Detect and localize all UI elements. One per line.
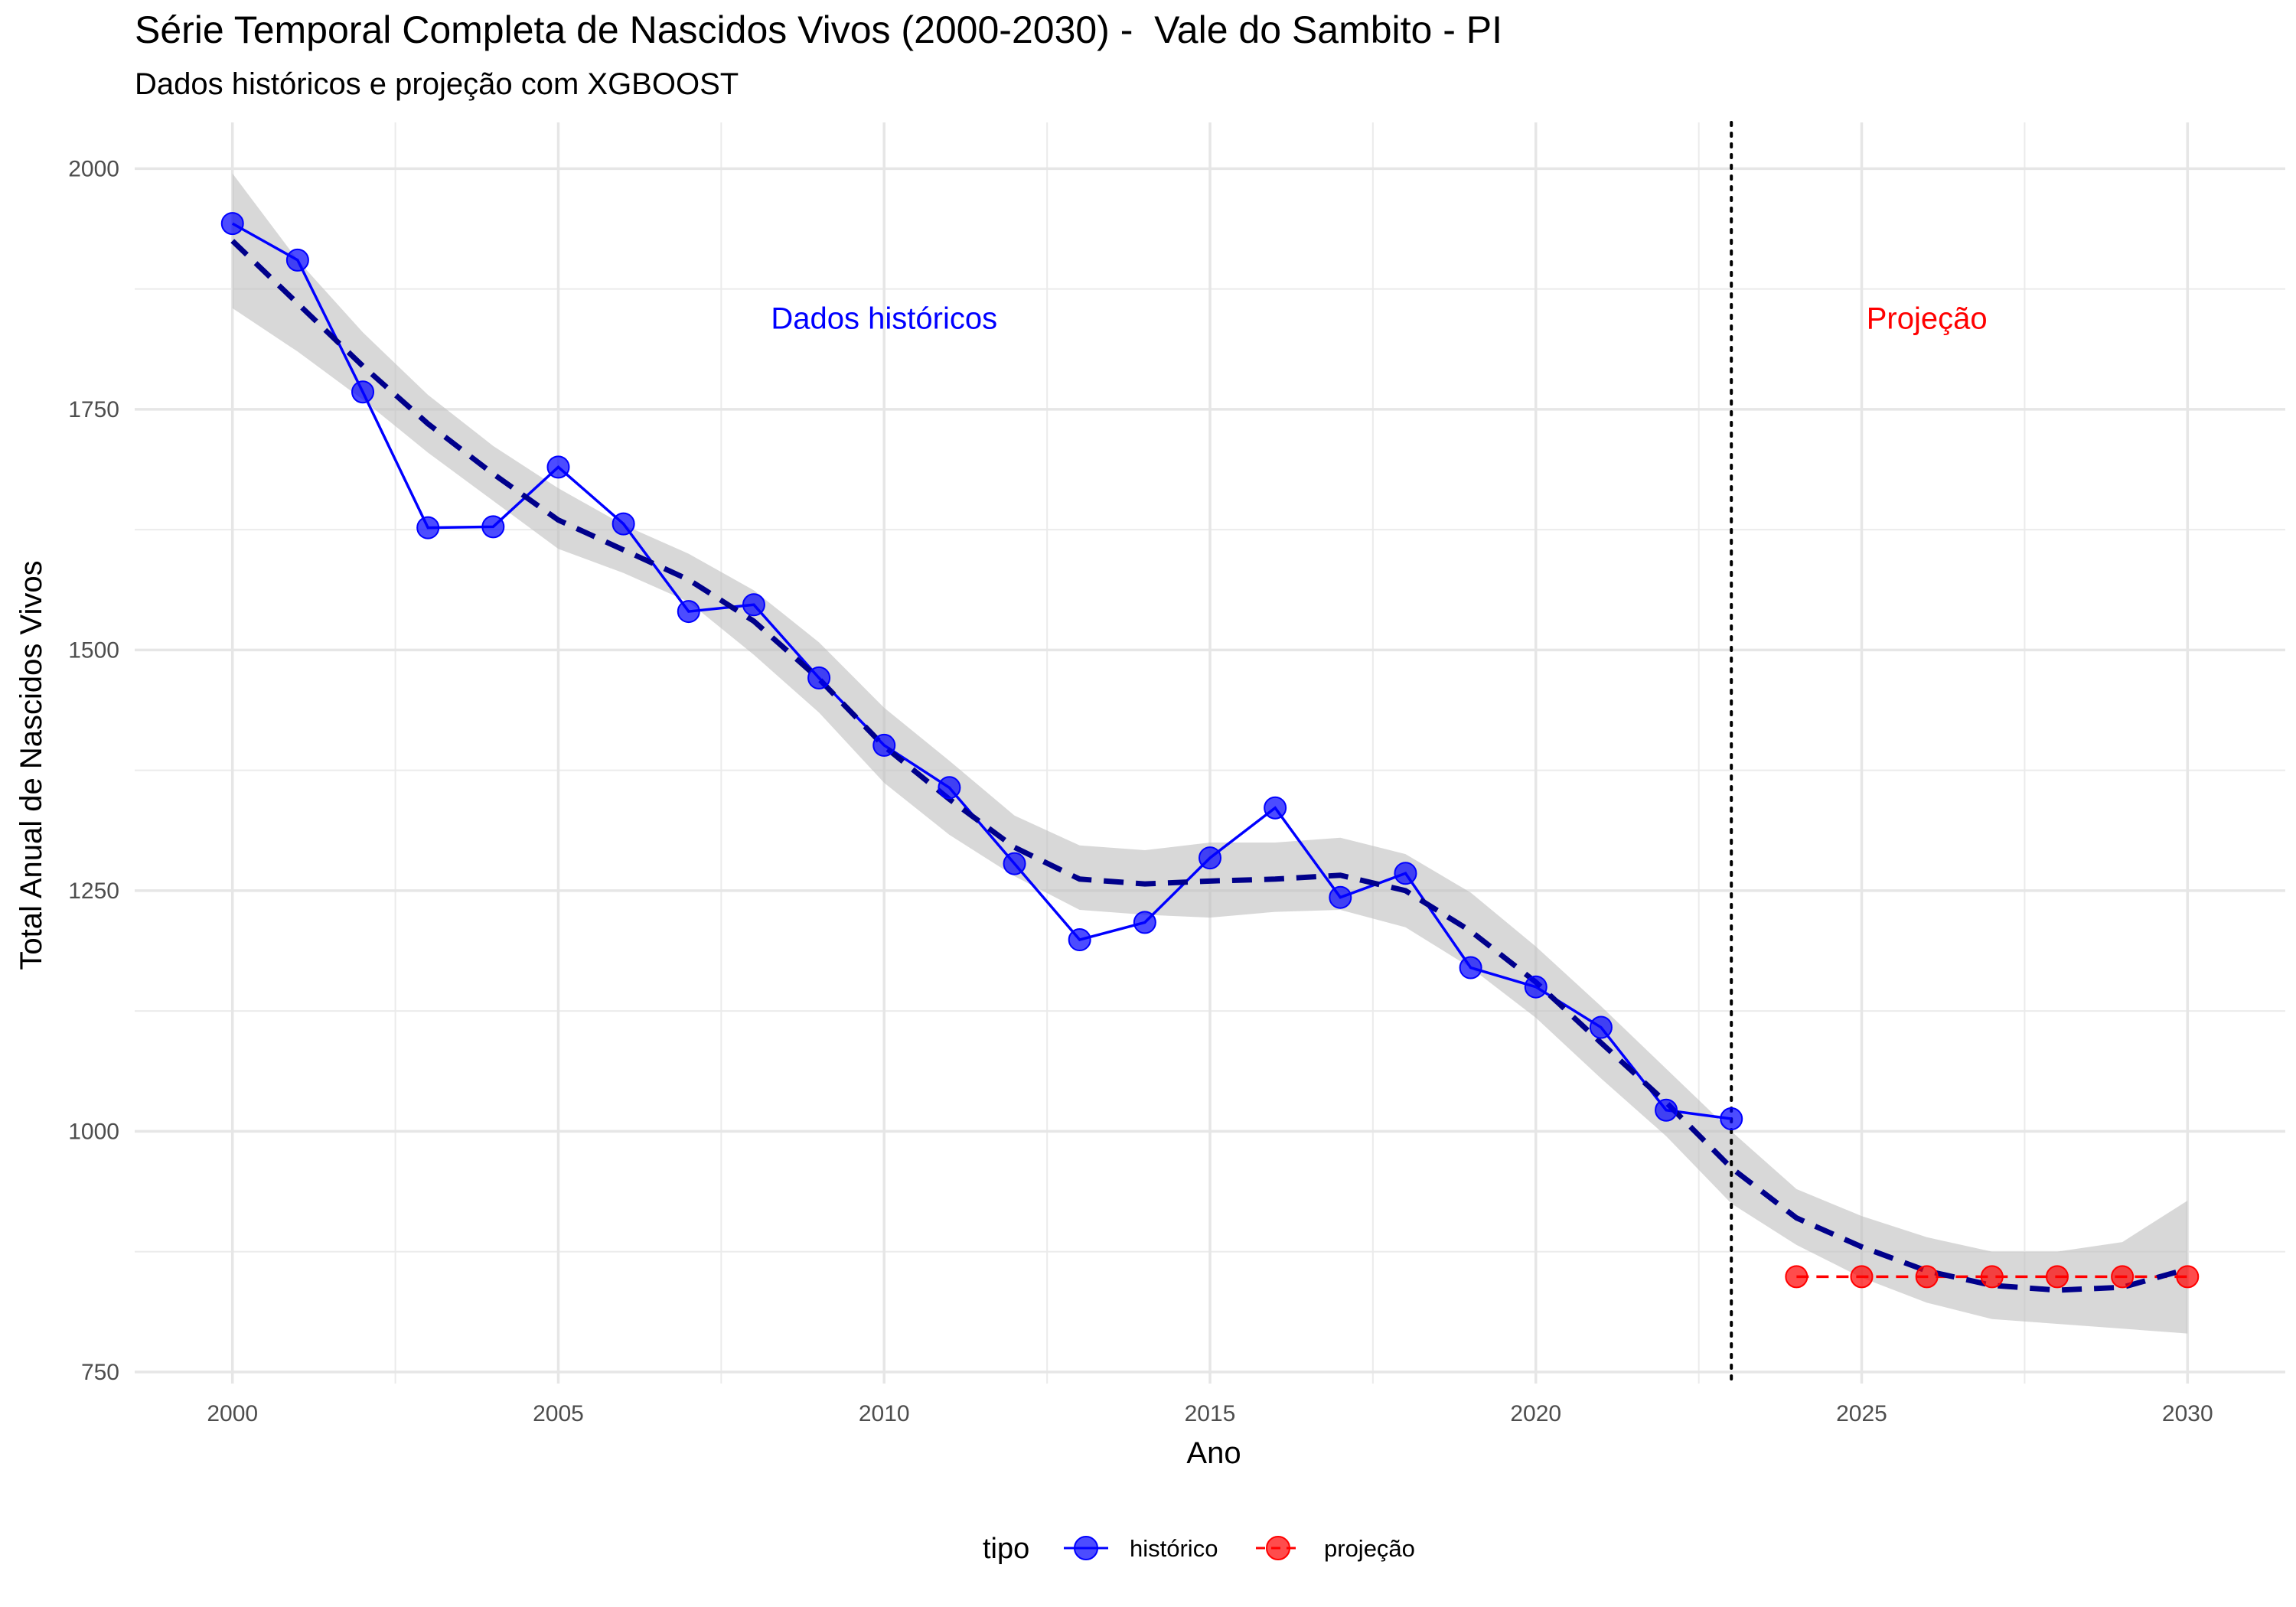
point-projecao: [1850, 1265, 1874, 1289]
point-historico: [1394, 862, 1417, 885]
point-historico: [546, 455, 570, 479]
point-historico: [1655, 1098, 1678, 1122]
point-historico: [742, 593, 765, 617]
legend-historico-label: histórico: [1130, 1535, 1218, 1562]
point-historico: [416, 516, 440, 539]
y-tick-label: 1250: [68, 878, 119, 904]
point-historico: [1524, 975, 1548, 999]
point-historico: [1264, 796, 1287, 820]
point-projecao: [2045, 1265, 2069, 1289]
y-tick-label: 2000: [68, 156, 119, 181]
point-projecao: [1915, 1265, 1939, 1289]
point-historico: [1199, 846, 1221, 870]
point-historico: [351, 380, 375, 404]
trend-layer: [230, 239, 2189, 1293]
x-tick-label: 2015: [1185, 1401, 1236, 1426]
point-historico: [1133, 911, 1156, 934]
legend-item-historico: histórico: [1064, 1535, 1218, 1562]
x-tick-label: 2025: [1836, 1401, 1887, 1426]
point-historico: [1459, 956, 1482, 980]
x-tick-label: 2010: [859, 1401, 910, 1426]
annotation-projecao: Projeção: [1867, 302, 1988, 335]
point-projecao: [1980, 1265, 2004, 1289]
y-tick-labels: 750 1000 1250 1500 1750 2000: [68, 156, 119, 1385]
legend-item-projecao: projeção: [1256, 1535, 1415, 1562]
chart-subtitle: Dados históricos e projeção com XGBOOST: [135, 67, 739, 101]
point-historico: [481, 515, 505, 539]
points-layer: [220, 212, 2200, 1289]
x-axis-title: Ano: [1186, 1436, 1241, 1470]
x-tick-labels: 2000 2005 2010 2015 2020 2025 2030: [207, 1401, 2213, 1426]
y-axis-title: Total Anual de Nascidos Vivos: [15, 560, 48, 970]
x-tick-label: 2030: [2162, 1401, 2213, 1426]
legend: tipo histórico projeção: [983, 1533, 1415, 1565]
point-historico: [807, 666, 831, 689]
x-tick-label: 2020: [1510, 1401, 1561, 1426]
x-tick-label: 2000: [207, 1401, 258, 1426]
point-historico: [285, 248, 309, 272]
point-historico: [612, 512, 635, 536]
grid-major: [135, 122, 2285, 1384]
point-projecao: [1785, 1265, 1808, 1289]
point-historico: [1003, 852, 1026, 875]
annotation-layer: Dados históricos Projeção: [771, 302, 1987, 335]
y-tick-label: 1500: [68, 637, 119, 663]
y-tick-label: 1750: [68, 397, 119, 422]
point-historico: [220, 212, 244, 236]
y-tick-label: 750: [81, 1360, 119, 1385]
legend-historico-marker: [1074, 1536, 1098, 1560]
legend-projecao-label: projeção: [1324, 1535, 1415, 1562]
point-historico: [872, 733, 896, 757]
point-historico: [1329, 885, 1352, 909]
annotation-dados-historicos: Dados históricos: [771, 302, 997, 335]
point-historico: [1720, 1107, 1743, 1131]
point-projecao: [2111, 1265, 2135, 1289]
point-historico: [677, 600, 700, 624]
x-tick-label: 2005: [533, 1401, 584, 1426]
legend-projecao-marker: [1266, 1536, 1290, 1560]
chart-title: Série Temporal Completa de Nascidos Vivo…: [135, 8, 1503, 51]
point-projecao: [2176, 1265, 2200, 1289]
point-historico: [1068, 928, 1091, 952]
point-historico: [1589, 1015, 1613, 1039]
y-tick-label: 1000: [68, 1119, 119, 1144]
legend-title: tipo: [983, 1533, 1029, 1565]
trend-line: [230, 239, 2189, 1293]
point-historico: [938, 776, 961, 800]
